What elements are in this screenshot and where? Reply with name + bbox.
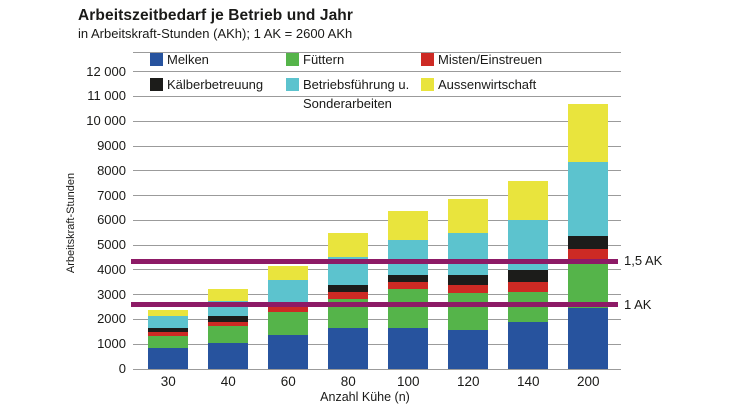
bar-segment [568, 308, 609, 369]
legend-label: Aussenwirtschaft [438, 77, 537, 92]
gridline [133, 195, 621, 197]
bar-segment [208, 342, 249, 369]
bar-segment [568, 161, 609, 236]
bar-segment [268, 312, 309, 336]
bar-segment [148, 327, 189, 332]
legend-label: Misten/Einstreuen [438, 52, 543, 67]
gridline [133, 244, 621, 246]
x-tick-label: 100 [397, 374, 420, 389]
bar-segment [448, 233, 489, 276]
y-tick-label: 3000 [97, 286, 126, 302]
reference-line [131, 258, 618, 264]
legend-label: Melken [167, 52, 209, 67]
bar-segment [448, 285, 489, 294]
bar-segment [148, 310, 189, 316]
bar-segment [448, 293, 489, 330]
y-tick-label: 6000 [97, 212, 126, 228]
bar-segment [148, 331, 189, 336]
bar-segment [568, 235, 609, 250]
bar-segment [148, 348, 189, 369]
bar-segment [328, 285, 369, 292]
chart-subtitle: in Arbeitskraft-Stunden (AKh); 1 AK = 26… [78, 26, 353, 41]
gridline [133, 294, 621, 296]
bar-segment [388, 282, 429, 290]
y-tick-label: 2000 [97, 311, 126, 327]
bar-segment [508, 270, 549, 282]
legend-label: Kälberbetreuung [167, 77, 264, 92]
bar-segment [148, 335, 189, 349]
melken-swatch-icon [150, 53, 163, 66]
x-tick-label: 30 [160, 374, 176, 389]
bar-segment [328, 291, 369, 300]
gridline [133, 71, 621, 73]
x-axis-title: Anzahl Kühe (n) [320, 390, 410, 404]
bar-segment [388, 211, 429, 241]
y-tick-label: 5000 [97, 237, 126, 253]
bar-segment [388, 289, 429, 329]
plot-top-rule [133, 52, 621, 53]
y-tick-label: 8000 [97, 162, 126, 178]
legend-label-continuation: Sonderarbeiten [303, 96, 392, 111]
gridline [133, 269, 621, 271]
gridline [133, 219, 621, 221]
bar-segment [508, 281, 549, 292]
bar-segment [448, 198, 489, 234]
bar-segment [268, 306, 309, 312]
bar-segment [148, 315, 189, 328]
bar-segment [208, 325, 249, 343]
betriebsfuehrung-swatch-icon [286, 78, 299, 91]
bar-segment [448, 275, 489, 286]
x-tick-label: 120 [457, 374, 480, 389]
x-tick-label: 60 [280, 374, 296, 389]
gridline [133, 318, 621, 320]
kaelberbetreuung-swatch-icon [150, 78, 163, 91]
gridline [133, 368, 621, 370]
legend-label: Füttern [303, 52, 345, 67]
fuettern-swatch-icon [286, 53, 299, 66]
bar-segment [568, 259, 609, 309]
gridline [133, 120, 621, 122]
legend-label: Betriebsführung u. [303, 77, 410, 92]
bar-segment [208, 289, 249, 301]
bar-segment [388, 275, 429, 283]
bar-segment [568, 249, 609, 260]
bar-segment [268, 335, 309, 369]
bar-segment [328, 233, 369, 257]
y-tick-label: 11 000 [87, 88, 126, 104]
x-tick-label: 200 [577, 374, 600, 389]
bar-segment [268, 280, 309, 302]
bar-segment [448, 329, 489, 369]
reference-line-label: 1,5 AK [624, 253, 663, 269]
bar-segment [388, 240, 429, 276]
bar-segment [508, 321, 549, 369]
bar-segment [508, 181, 549, 221]
x-tick-label: 140 [517, 374, 540, 389]
bar-segment [208, 321, 249, 326]
x-tick-label: 40 [220, 374, 236, 389]
y-tick-label: 4000 [97, 261, 126, 277]
gridline [133, 343, 621, 345]
y-tick-label: 7000 [97, 187, 126, 203]
chart-title: Arbeitszeitbedarf je Betrieb und Jahr [78, 7, 354, 24]
aussenwirtschaft-swatch-icon [421, 78, 434, 91]
reference-line-label: 1 AK [624, 296, 652, 312]
bar-segment [328, 328, 369, 369]
x-tick-label: 80 [340, 374, 356, 389]
y-tick-label: 1000 [97, 336, 126, 352]
y-tick-label: 9000 [97, 138, 126, 154]
bar-segment [568, 103, 609, 162]
misten-swatch-icon [421, 53, 434, 66]
gridline [133, 95, 621, 97]
y-tick-label: 12 000 [86, 63, 126, 79]
gridline [133, 145, 621, 147]
bar-segment [388, 328, 429, 369]
bar-segment [268, 266, 309, 281]
reference-line [131, 302, 618, 308]
bar-segment [208, 315, 249, 322]
gridline [133, 170, 621, 172]
y-tick-label: 10 000 [86, 113, 126, 129]
y-tick-label: 0 [118, 361, 126, 376]
